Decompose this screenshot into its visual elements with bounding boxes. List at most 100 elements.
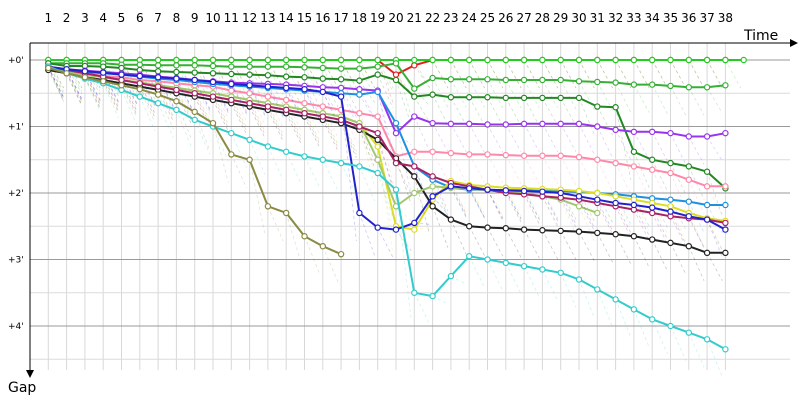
series-guide <box>633 84 650 113</box>
series-guide <box>66 59 83 89</box>
data-point <box>667 196 674 203</box>
series-guide <box>505 97 522 127</box>
series-guide <box>322 246 339 283</box>
data-point <box>228 151 235 158</box>
data-point <box>685 242 693 250</box>
data-point <box>685 163 693 170</box>
series-guide <box>413 96 430 123</box>
data-point <box>429 148 436 155</box>
series-guide <box>285 151 302 185</box>
data-point <box>630 306 638 313</box>
series-guide <box>542 123 559 153</box>
series-guide <box>413 88 430 107</box>
series-guide <box>359 166 376 202</box>
data-point <box>374 129 381 137</box>
x-tick-label: 25 <box>480 11 495 25</box>
data-point <box>356 209 363 217</box>
series-guide <box>267 109 284 142</box>
data-point <box>703 168 711 175</box>
series-guide <box>432 94 449 126</box>
data-point <box>539 152 546 159</box>
series-guide <box>47 59 64 89</box>
data-point <box>283 209 290 217</box>
data-point <box>411 148 418 155</box>
data-point <box>374 156 381 163</box>
series-guide <box>450 186 467 217</box>
series-guide <box>176 65 193 94</box>
series-guide <box>688 136 705 165</box>
data-point <box>283 96 290 104</box>
series-guide <box>322 119 339 152</box>
series-guide <box>578 123 595 155</box>
data-point <box>411 173 418 180</box>
data-point <box>356 91 363 98</box>
series-guide <box>706 59 723 89</box>
data-point <box>703 183 711 190</box>
data-point <box>429 183 436 190</box>
series-guide <box>487 59 504 89</box>
series-guide <box>66 63 83 92</box>
series-guide <box>706 171 723 217</box>
series-guide <box>47 63 64 92</box>
data-point <box>173 68 180 76</box>
series-guide <box>267 146 284 180</box>
series-guide <box>377 139 394 187</box>
series-guide <box>725 59 742 89</box>
x-axis-arrow <box>790 39 798 47</box>
data-point <box>667 82 674 90</box>
series-guide <box>212 126 229 162</box>
series-guide <box>194 119 211 155</box>
series-guide <box>359 126 376 162</box>
data-point <box>612 296 619 303</box>
data-point <box>466 185 473 192</box>
data-point <box>264 203 272 210</box>
x-tick-label: 22 <box>425 11 440 25</box>
y-tick-label: +1' <box>8 123 24 133</box>
series-guide <box>578 279 595 318</box>
series-13 <box>45 63 729 378</box>
data-point <box>557 189 564 197</box>
data-point <box>319 64 326 72</box>
data-point <box>502 56 509 64</box>
series-guide <box>542 79 559 109</box>
series-guide <box>432 59 449 89</box>
data-point <box>246 71 253 78</box>
data-point <box>484 186 491 193</box>
data-point <box>191 62 198 69</box>
data-point <box>630 148 638 155</box>
series-guide <box>505 124 522 153</box>
series-guide <box>84 59 101 89</box>
series-guide <box>633 131 650 161</box>
x-tick-label: 18 <box>352 11 367 25</box>
series-guide <box>176 59 193 89</box>
series-guide <box>487 190 504 220</box>
data-point <box>466 120 473 128</box>
data-point <box>337 93 345 100</box>
series-guide <box>615 299 632 338</box>
data-point <box>337 250 345 258</box>
series-12 <box>45 63 729 258</box>
data-point <box>649 156 656 163</box>
data-point <box>136 86 143 93</box>
data-point <box>539 56 546 64</box>
data-point <box>630 233 638 240</box>
series-guide <box>249 106 266 139</box>
series-guide <box>47 66 64 100</box>
data-point <box>191 56 198 64</box>
data-point <box>557 269 564 276</box>
data-point <box>392 129 400 137</box>
series-guide <box>505 192 522 223</box>
series-guide <box>359 123 376 188</box>
series-guide <box>706 87 723 114</box>
data-point <box>484 56 491 64</box>
data-point <box>612 193 619 200</box>
data-point <box>722 129 729 137</box>
series-guide <box>359 212 376 256</box>
data-point <box>337 76 345 83</box>
data-point <box>667 208 674 215</box>
data-point <box>612 199 619 207</box>
data-point <box>667 239 674 247</box>
series-guide <box>468 226 485 256</box>
series-guide <box>688 59 705 89</box>
series-guide <box>450 79 467 108</box>
